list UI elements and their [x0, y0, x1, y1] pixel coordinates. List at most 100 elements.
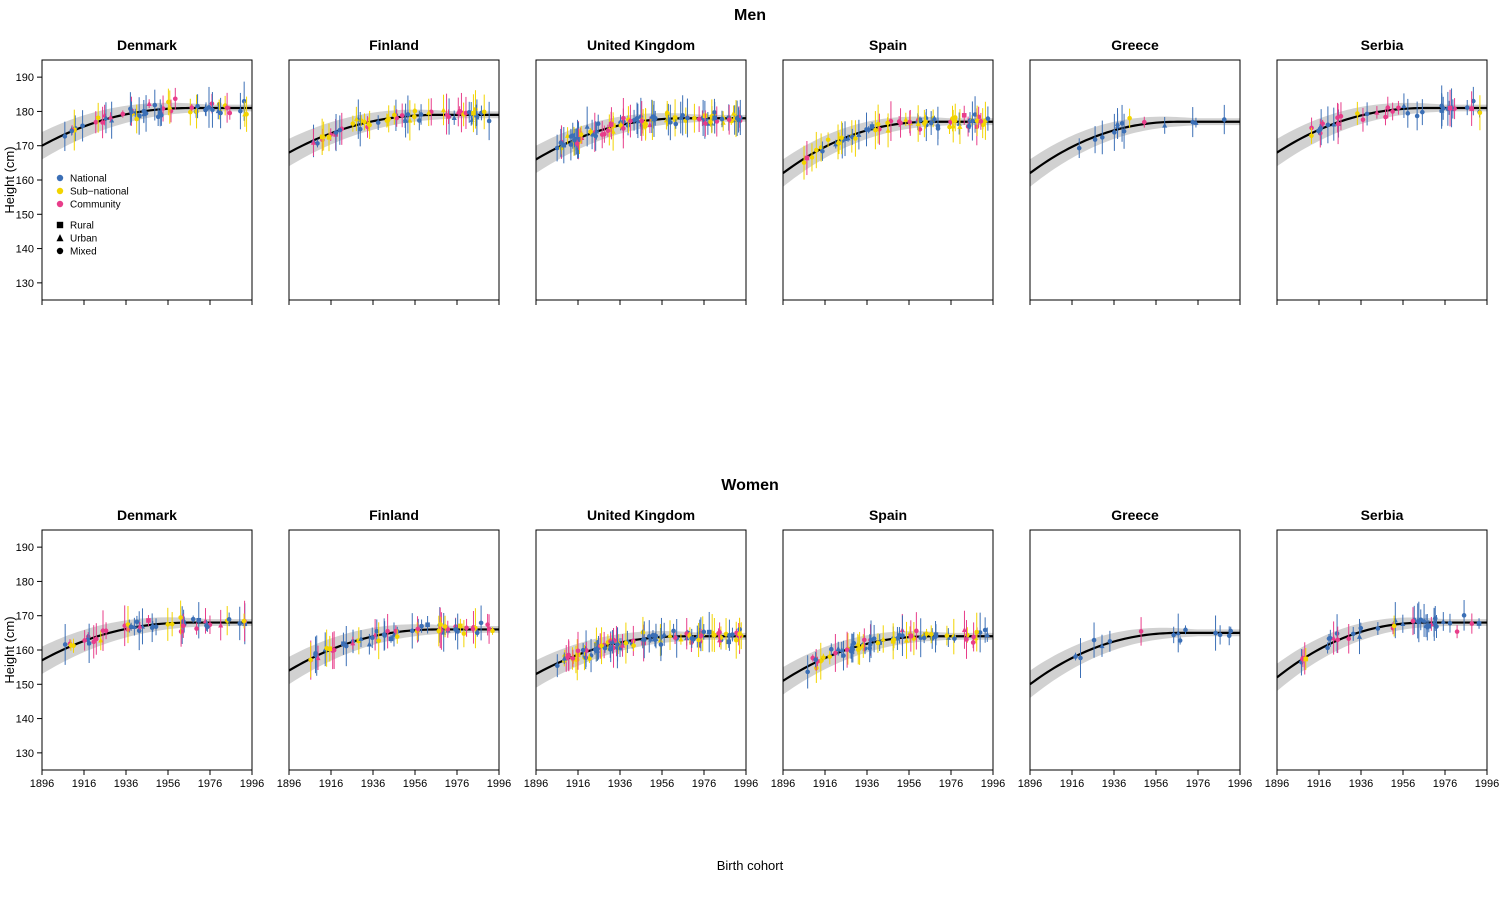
panel-women-greece: Greece189619161936195619761996 — [1018, 507, 1252, 790]
y-tick-label: 190 — [16, 542, 34, 554]
data-point — [701, 630, 706, 635]
data-point — [395, 634, 400, 639]
data-point — [385, 118, 390, 123]
data-point — [1325, 646, 1330, 651]
data-point — [1390, 109, 1395, 114]
data-point — [485, 622, 490, 627]
data-point — [737, 632, 742, 637]
y-tick-label: 170 — [16, 611, 34, 623]
panel-title: United Kingdom — [587, 507, 695, 523]
x-tick-label: 1956 — [156, 778, 180, 790]
data-point — [362, 120, 367, 125]
panel-frame — [783, 60, 993, 300]
data-point — [205, 625, 210, 630]
data-point — [166, 100, 171, 105]
data-point — [1335, 638, 1340, 643]
y-tick-label: 180 — [16, 106, 34, 118]
data-point — [441, 107, 446, 112]
data-point — [1178, 638, 1183, 643]
data-point — [238, 109, 243, 114]
data-point — [150, 624, 155, 629]
x-tick-label: 1976 — [445, 778, 469, 790]
data-point — [579, 132, 584, 137]
data-point — [1465, 105, 1470, 110]
data-point — [599, 643, 604, 648]
data-point — [1392, 624, 1397, 629]
data-point — [631, 643, 636, 648]
panel-title: Finland — [369, 507, 419, 523]
panel-men-greece: Greece — [1030, 37, 1240, 305]
panel-title: Spain — [869, 507, 907, 523]
x-tick-label: 1896 — [1018, 778, 1042, 790]
data-point — [820, 149, 825, 154]
data-point — [194, 109, 199, 114]
data-point — [708, 120, 713, 125]
y-tick-label: 130 — [16, 278, 34, 290]
y-tick-label: 170 — [16, 141, 34, 153]
panel-title: Serbia — [1361, 37, 1404, 53]
legend-label-national: National — [70, 174, 107, 185]
data-point — [600, 132, 605, 137]
data-point — [712, 115, 717, 120]
data-point — [833, 651, 838, 656]
data-point — [588, 129, 593, 134]
panel-women-united-kingdom: United Kingdom189619161936195619761996 — [524, 507, 758, 790]
data-point — [419, 624, 424, 629]
data-point — [665, 111, 670, 116]
data-point — [419, 112, 424, 117]
x-tick-label: 1996 — [487, 778, 511, 790]
data-point — [841, 653, 846, 658]
panel-title: Greece — [1111, 507, 1159, 523]
panel-title: Denmark — [117, 507, 177, 523]
legend-label-triangle: Urban — [70, 234, 97, 245]
data-point — [194, 626, 199, 631]
x-tick-label: 1996 — [1228, 778, 1252, 790]
x-tick-label: 1976 — [198, 778, 222, 790]
data-point — [829, 647, 834, 652]
data-point — [351, 121, 356, 126]
y-tick-label: 160 — [16, 175, 34, 187]
x-tick-label: 1936 — [114, 778, 138, 790]
y-tick-label: 130 — [16, 748, 34, 760]
data-point — [181, 624, 186, 629]
panel-men-denmark: Denmark130140150160170180190NationalSub−… — [16, 37, 252, 305]
data-point — [864, 127, 869, 132]
data-point — [1355, 111, 1360, 116]
data-point — [983, 628, 988, 633]
data-point — [332, 648, 337, 653]
data-point — [1406, 111, 1411, 116]
legend-label-circle: Mixed — [70, 247, 97, 258]
data-point — [385, 629, 390, 634]
x-tick-label: 1976 — [692, 778, 716, 790]
data-point — [1396, 105, 1401, 110]
data-point — [624, 641, 629, 646]
x-tick-label: 1896 — [524, 778, 548, 790]
data-point — [1320, 121, 1325, 126]
data-point — [967, 124, 972, 129]
data-point — [814, 148, 819, 153]
data-point — [1142, 120, 1147, 125]
data-point — [94, 637, 99, 642]
data-point — [121, 112, 126, 117]
panel-title: Denmark — [117, 37, 177, 53]
data-point — [717, 630, 722, 635]
data-point — [63, 134, 68, 139]
data-point — [1073, 654, 1078, 659]
data-point — [872, 636, 877, 641]
data-point — [406, 112, 411, 117]
data-point — [457, 109, 462, 114]
data-point — [689, 636, 694, 641]
data-point — [313, 651, 318, 656]
x-tick-label: 1996 — [1475, 778, 1499, 790]
data-point — [453, 627, 458, 632]
data-point — [1112, 130, 1117, 135]
panel-title: Serbia — [1361, 507, 1404, 523]
data-point — [730, 632, 735, 637]
data-point — [412, 114, 417, 119]
data-point — [606, 128, 611, 133]
data-point — [873, 128, 878, 133]
data-point — [1361, 117, 1366, 122]
data-point — [1218, 633, 1223, 638]
legend-label-square: Rural — [70, 221, 94, 232]
data-point — [653, 637, 658, 642]
